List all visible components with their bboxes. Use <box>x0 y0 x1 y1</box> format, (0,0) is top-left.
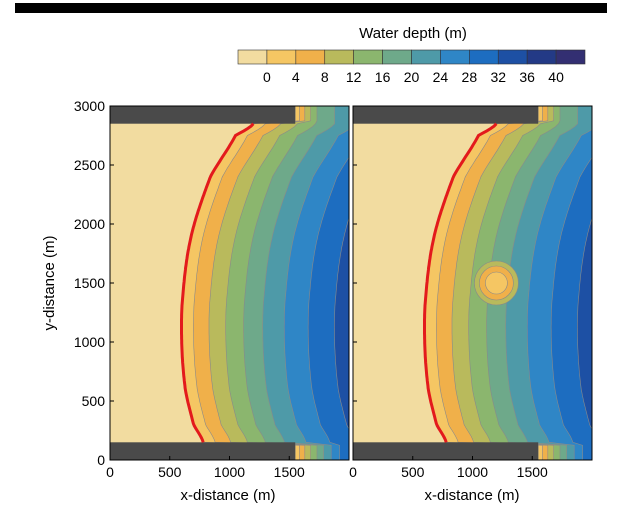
colorbar-tick-label: 36 <box>519 69 535 85</box>
depth-band <box>577 217 592 430</box>
shoreline-line <box>180 122 255 443</box>
groin-structure <box>353 106 539 124</box>
x-tick-label: 0 <box>106 464 114 480</box>
x-tick-label: 0 <box>349 464 357 480</box>
colorbar-cell <box>469 49 499 65</box>
colorbar-tick-label: 20 <box>404 69 420 85</box>
groin-structure <box>110 442 296 460</box>
colorbar-tick-label: 32 <box>490 69 506 85</box>
x-tick-label: 1500 <box>274 464 305 480</box>
colorbar-cell <box>497 49 528 65</box>
colorbar-cell <box>411 49 441 65</box>
depth-band <box>334 217 349 430</box>
colorbar-tick-label: 40 <box>548 69 564 85</box>
colorbar-cell <box>555 49 586 65</box>
colorbar-tick-label: 12 <box>346 69 362 85</box>
x-axis-label-left: x-distance (m) <box>180 487 275 504</box>
panel-left: 0 500 1000 1500 0 500 1000 1500 2000 2500 3000 <box>74 98 350 480</box>
x-tick-label: 1000 <box>457 464 488 480</box>
y-tick-label: 1500 <box>74 275 105 291</box>
x-tick-label: 500 <box>158 464 182 480</box>
shoal-contour <box>485 271 508 295</box>
colorbar-tick-label: 16 <box>375 69 391 85</box>
y-tick-label: 2500 <box>74 157 105 173</box>
colorbar-cell <box>324 49 354 65</box>
colorbar: Water depth (m) 0 4 8 12 16 20 24 28 32 36 40 <box>237 25 586 85</box>
shoreline-line <box>423 122 498 443</box>
y-axis-label: y-distance (m) <box>41 235 58 330</box>
colorbar-cell <box>440 49 470 65</box>
x-tick-label: 1000 <box>214 464 245 480</box>
x-axis-label-right: x-distance (m) <box>424 487 519 504</box>
y-tick-label: 1000 <box>74 334 105 350</box>
groin-structure <box>353 442 539 460</box>
colorbar-title: Water depth (m) <box>359 25 467 42</box>
colorbar-cells <box>237 49 586 65</box>
colorbar-cell <box>237 49 268 65</box>
y-tick-label: 0 <box>97 452 105 468</box>
panel-right: 0 500 1000 1500 <box>349 82 622 483</box>
top-banner-bar <box>15 3 607 13</box>
colorbar-tick-label: 4 <box>292 69 300 85</box>
colorbar-cell <box>266 49 297 65</box>
colorbar-cell <box>295 49 326 65</box>
colorbar-tick-label: 28 <box>462 69 478 85</box>
depth-band <box>606 82 622 483</box>
colorbar-cell <box>353 49 383 65</box>
x-tick-label: 1500 <box>517 464 548 480</box>
y-tick-label: 500 <box>82 393 106 409</box>
x-tick-label: 500 <box>401 464 425 480</box>
colorbar-tick-label: 24 <box>433 69 449 85</box>
y-tick-label: 2000 <box>74 216 105 232</box>
colorbar-ticks: 0 4 8 12 16 20 24 28 32 36 40 <box>263 69 564 85</box>
groin-structure <box>110 106 296 124</box>
colorbar-cell <box>526 49 557 65</box>
y-tick-label: 3000 <box>74 98 105 114</box>
colorbar-cell <box>382 49 412 65</box>
colorbar-tick-label: 0 <box>263 69 271 85</box>
colorbar-tick-label: 8 <box>321 69 329 85</box>
